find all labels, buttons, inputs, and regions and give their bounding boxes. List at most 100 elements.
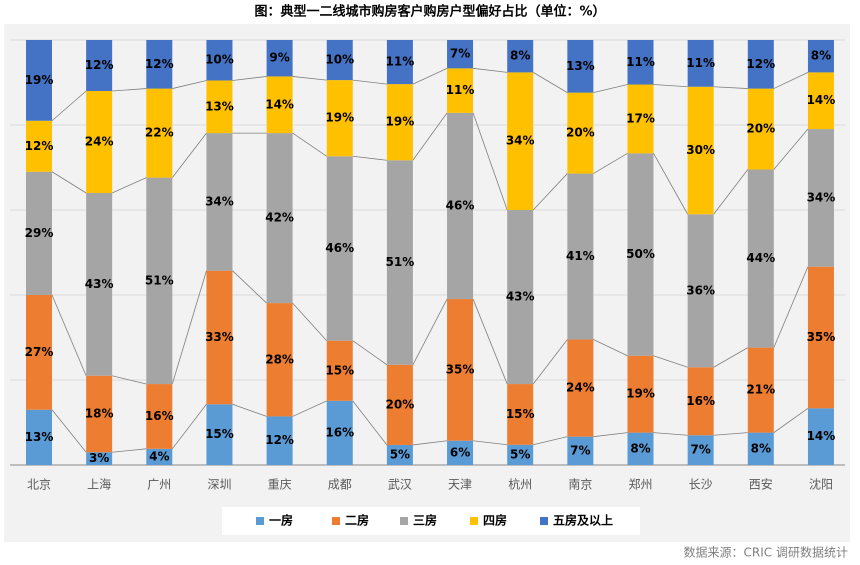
- legend-label: 四房: [483, 513, 507, 528]
- series-line: [473, 440, 508, 446]
- series-line: [593, 432, 628, 438]
- data-label: 10%: [325, 53, 354, 67]
- bar-segment: [326, 340, 353, 401]
- series-line: [352, 155, 387, 161]
- series-line: [532, 339, 568, 385]
- data-label: 17%: [626, 111, 655, 125]
- x-tick-label: 郑州: [628, 477, 652, 492]
- series-line: [713, 86, 748, 89]
- data-label: 3%: [89, 451, 109, 465]
- bar-segment: [567, 92, 594, 174]
- data-label: 6%: [450, 445, 470, 459]
- data-label: 46%: [325, 241, 354, 255]
- data-label: 14%: [265, 97, 294, 111]
- data-label: 20%: [386, 397, 415, 411]
- legend-swatch: [400, 517, 408, 525]
- series-line: [171, 404, 207, 450]
- bar-segment: [747, 432, 774, 465]
- bar-segment: [747, 347, 774, 433]
- data-label: 30%: [686, 143, 715, 157]
- series-line: [292, 302, 328, 341]
- bar-segment: [507, 40, 534, 73]
- bar-segment: [747, 88, 774, 170]
- bar-segment: [146, 448, 173, 465]
- data-label: 43%: [85, 277, 114, 291]
- x-tick-label: 重庆: [268, 478, 292, 492]
- series-line: [172, 80, 207, 89]
- data-label: 42%: [265, 211, 294, 225]
- bar-segment: [687, 214, 714, 368]
- bar-segment: [26, 295, 52, 410]
- bar-segment: [747, 40, 774, 89]
- x-tick-label: 成都: [328, 478, 352, 492]
- legend-swatch: [470, 517, 478, 525]
- bar-segment: [26, 409, 52, 465]
- series-line: [352, 79, 387, 85]
- series-line: [112, 448, 147, 453]
- series-line: [51, 294, 87, 376]
- x-tick-label: 北京: [27, 478, 51, 492]
- legend-label: 二房: [345, 513, 369, 528]
- series-line: [111, 177, 147, 194]
- bar-segment: [687, 40, 714, 87]
- data-label: 8%: [811, 49, 831, 63]
- data-label: 22%: [145, 126, 174, 140]
- data-label: 41%: [566, 249, 595, 263]
- bar-segment: [567, 339, 594, 437]
- data-label: 14%: [807, 429, 836, 443]
- series-line: [653, 355, 688, 368]
- bar-segment: [146, 40, 173, 89]
- bar-segment: [86, 40, 113, 91]
- data-label: 11%: [626, 55, 655, 69]
- data-label: 29%: [25, 226, 54, 240]
- series-line: [593, 152, 628, 174]
- series-line: [593, 339, 628, 357]
- x-tick-label: 长沙: [689, 478, 713, 492]
- data-label: 11%: [686, 56, 715, 70]
- data-label: 11%: [386, 55, 415, 69]
- bar-segment: [386, 444, 413, 465]
- x-tick-label: 天津: [448, 478, 472, 492]
- series-line: [593, 84, 628, 94]
- data-label: 24%: [85, 135, 114, 149]
- bar-segment: [507, 444, 534, 465]
- bar-segment: [86, 452, 113, 465]
- series-line: [653, 432, 688, 436]
- bar-segment: [26, 120, 52, 172]
- bar-segment: [326, 80, 353, 157]
- data-label: 34%: [506, 134, 535, 148]
- data-label: 16%: [686, 394, 715, 408]
- bar-segment: [86, 91, 113, 193]
- series-line: [472, 112, 508, 211]
- data-label: 20%: [566, 126, 595, 140]
- data-label: 21%: [746, 383, 775, 397]
- data-label: 7%: [690, 443, 710, 457]
- chart-title: 图：典型一二线城市购房客户购房户型偏好占比（单位：%）: [254, 4, 605, 20]
- series-line: [532, 173, 568, 211]
- data-label: 7%: [570, 443, 590, 457]
- bar-segment: [447, 68, 474, 113]
- legend-swatch: [256, 517, 264, 525]
- bar-segment: [266, 76, 293, 134]
- legend-box: [222, 507, 640, 535]
- bar-segment: [747, 169, 774, 348]
- data-label: 9%: [269, 51, 289, 65]
- data-label: 15%: [506, 407, 535, 421]
- data-label: 15%: [325, 363, 354, 377]
- bar-segment: [627, 355, 654, 433]
- data-label: 51%: [145, 273, 174, 287]
- series-line: [713, 169, 749, 215]
- chart-area: [4, 24, 850, 542]
- data-label: 13%: [205, 99, 234, 113]
- series-line: [292, 132, 327, 157]
- bar-segment: [266, 40, 293, 77]
- bar-segment: [266, 416, 293, 465]
- bar-segment: [206, 404, 233, 465]
- bar-segment: [206, 270, 233, 405]
- series-line: [412, 67, 448, 85]
- data-label: 8%: [630, 441, 650, 455]
- series-line: [112, 375, 147, 385]
- bar-segment: [447, 112, 474, 300]
- bar-segment: [807, 129, 834, 267]
